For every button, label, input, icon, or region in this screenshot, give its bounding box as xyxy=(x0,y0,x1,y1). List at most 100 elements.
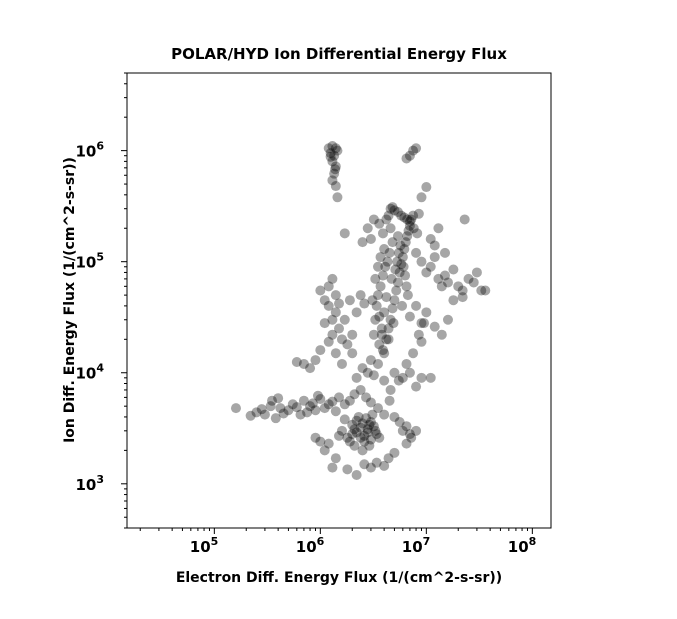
data-point xyxy=(433,223,444,234)
data-point xyxy=(364,440,375,451)
data-point xyxy=(273,393,284,404)
data-point xyxy=(349,440,360,451)
data-point xyxy=(364,419,375,430)
data-point xyxy=(327,273,338,284)
data-point xyxy=(330,164,341,175)
data-point xyxy=(327,462,338,473)
data-point xyxy=(397,372,408,383)
data-point xyxy=(256,404,267,415)
data-point xyxy=(347,429,358,440)
data-point xyxy=(323,336,334,347)
data-point xyxy=(373,261,384,272)
data-point xyxy=(385,384,396,395)
x-tick-label-exponent: 5 xyxy=(211,535,219,548)
data-point xyxy=(480,285,491,296)
chart-title: POLAR/HYD Ion Differential Energy Flux xyxy=(171,45,507,63)
data-point xyxy=(377,270,388,281)
data-point xyxy=(325,151,336,162)
data-point xyxy=(368,329,379,340)
y-tick-label: 106 xyxy=(75,140,104,161)
data-point xyxy=(373,290,384,301)
data-point xyxy=(332,145,343,156)
data-point xyxy=(323,143,334,154)
x-tick-label-base: 10 xyxy=(296,538,317,556)
data-point xyxy=(379,375,390,386)
data-point xyxy=(436,329,447,340)
data-point xyxy=(390,264,401,275)
data-point xyxy=(429,321,440,332)
data-point xyxy=(425,234,436,245)
data-point xyxy=(468,277,479,288)
data-point xyxy=(382,256,393,267)
data-point xyxy=(413,208,424,219)
data-point xyxy=(267,395,278,406)
data-point xyxy=(402,231,413,242)
data-point xyxy=(416,336,427,347)
data-point xyxy=(404,429,415,440)
data-point xyxy=(412,228,423,239)
data-point xyxy=(411,143,422,154)
x-tick-label-base: 10 xyxy=(402,538,423,556)
data-point xyxy=(374,218,385,229)
data-point xyxy=(359,430,370,441)
data-point xyxy=(355,384,366,395)
data-point xyxy=(457,292,468,303)
data-point xyxy=(362,223,373,234)
data-point xyxy=(379,307,390,318)
data-point xyxy=(375,281,386,292)
y-tick-label: 104 xyxy=(75,362,104,383)
data-point xyxy=(344,395,355,406)
data-point xyxy=(349,424,360,435)
data-point xyxy=(418,318,429,329)
data-point xyxy=(374,311,385,322)
data-point xyxy=(398,261,409,272)
data-point xyxy=(374,339,385,350)
data-point xyxy=(323,399,334,410)
data-point xyxy=(368,370,379,381)
data-point xyxy=(442,314,453,325)
data-point xyxy=(402,214,413,225)
data-point xyxy=(416,318,427,329)
data-point xyxy=(406,432,417,443)
data-point xyxy=(357,363,368,374)
data-point xyxy=(361,413,372,424)
data-point xyxy=(400,237,411,248)
data-point xyxy=(399,244,410,255)
data-point xyxy=(291,402,302,413)
y-tick-label-exponent: 3 xyxy=(96,473,104,486)
data-point xyxy=(429,252,440,263)
data-point xyxy=(336,425,347,436)
data-point xyxy=(396,210,407,221)
data-point xyxy=(327,314,338,325)
data-point xyxy=(411,381,422,392)
data-point xyxy=(377,345,388,356)
x-tick-label: 107 xyxy=(402,535,431,556)
data-point xyxy=(330,143,341,154)
data-point xyxy=(359,459,370,470)
data-point xyxy=(436,281,447,292)
data-point xyxy=(265,401,276,412)
data-point xyxy=(359,436,370,447)
data-point xyxy=(367,295,378,306)
data-point xyxy=(310,405,321,416)
x-tick-label: 105 xyxy=(190,535,219,556)
data-point xyxy=(298,358,309,369)
data-point xyxy=(416,192,427,203)
data-point xyxy=(230,403,241,414)
data-point xyxy=(411,300,422,311)
data-point xyxy=(389,411,400,422)
data-point xyxy=(365,397,376,408)
data-point xyxy=(379,409,390,420)
data-point xyxy=(429,240,440,251)
data-point xyxy=(392,277,403,288)
data-point xyxy=(379,460,390,471)
data-point xyxy=(392,231,403,242)
data-point xyxy=(408,210,419,221)
data-point xyxy=(392,207,403,218)
data-point xyxy=(395,240,406,251)
data-point xyxy=(421,182,432,193)
data-point xyxy=(347,329,358,340)
x-tick-label-base: 10 xyxy=(508,538,529,556)
data-point xyxy=(457,285,468,296)
data-point xyxy=(336,358,347,369)
